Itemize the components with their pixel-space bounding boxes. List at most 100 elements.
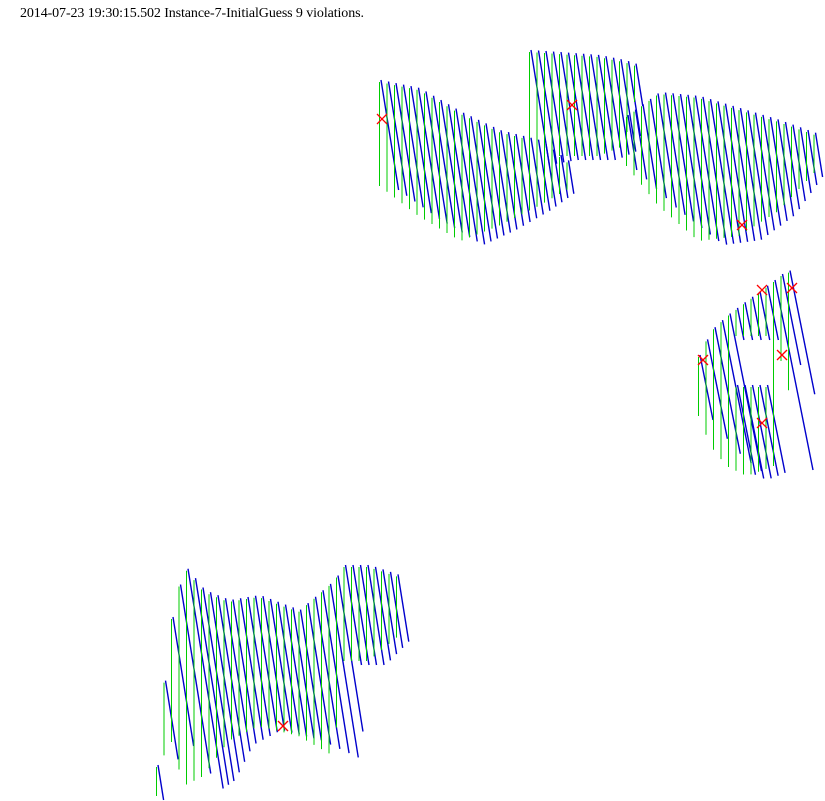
hatch-line-blue [462, 112, 486, 245]
hatch-line-blue [314, 596, 341, 749]
red-x-icon [566, 99, 578, 111]
red-x-icon [697, 354, 709, 366]
hatch-line-blue [751, 296, 762, 341]
hatch-line-blue [739, 108, 763, 240]
hatch-line-blue [387, 81, 408, 196]
hatch-line-blue [432, 95, 456, 229]
hatch-line-blue [789, 270, 816, 395]
hatch-line-blue [477, 119, 499, 239]
cluster-bottom-left [156, 564, 410, 801]
hatch-line-blue [759, 384, 779, 476]
cluster-top-left [379, 79, 575, 245]
hatch-line-blue [560, 154, 569, 199]
hatch-line-blue [642, 104, 658, 189]
violation-markers [277, 99, 798, 732]
hatch-line-blue [395, 82, 416, 202]
red-x-icon [756, 284, 768, 296]
hatch-line-blue [657, 93, 677, 208]
hatch-line-blue [440, 99, 463, 233]
red-x-icon [756, 417, 768, 429]
hatch-line-blue [537, 50, 558, 164]
hatch-line-blue [545, 50, 565, 163]
red-x-stroke [277, 720, 289, 732]
hatch-line-blue [292, 607, 315, 739]
hatch-line-blue [620, 59, 637, 152]
hatch-line-blue [262, 596, 286, 731]
hatch-line-blue [664, 92, 686, 215]
red-x-icon [376, 113, 388, 125]
hatch-line-blue [777, 119, 795, 217]
hatch-line-blue [567, 52, 587, 161]
hatch-line-blue [575, 53, 594, 161]
hatch-line-blue [402, 84, 424, 208]
hatch-line-blue [732, 105, 756, 241]
header-caption: 2014-07-23 19:30:15.502 Instance-7-Initi… [20, 6, 364, 21]
hatch-line-blue [560, 51, 579, 161]
red-x-stroke [376, 113, 388, 125]
hatch-line-blue [202, 587, 235, 782]
hatch-line-blue [515, 133, 531, 223]
cluster-right-crescent [698, 270, 816, 479]
hatch-line-blue [224, 598, 251, 752]
hatch-line-blue [552, 51, 572, 162]
hatch-line-blue [694, 95, 720, 242]
red-x-stroke [776, 349, 788, 361]
hatch-line-blue [417, 87, 441, 219]
hatch-line-blue [784, 121, 801, 210]
hatch-line-blue [492, 126, 512, 233]
hatch-line-blue [781, 273, 802, 366]
hatch-line-blue [374, 566, 392, 661]
hatch-line-blue [254, 595, 279, 733]
hatch-line-blue [239, 598, 264, 740]
hatch-line-blue [530, 49, 551, 166]
hatch-line-blue [769, 117, 788, 222]
hatch-line-blue [721, 320, 752, 464]
red-x-stroke [756, 284, 768, 296]
hatch-line-blue [766, 285, 780, 341]
hatch-line-blue [284, 604, 308, 737]
hatch-line-blue [485, 123, 505, 236]
hatch-line-blue [582, 53, 602, 161]
hatch-line-blue [717, 101, 742, 243]
hatch-line-blue [380, 79, 400, 191]
hatch-line-blue [590, 54, 609, 161]
hatch-line-blue [299, 609, 323, 741]
hatch-line-blue [247, 596, 271, 737]
hatch-line-blue [702, 96, 728, 245]
red-x-icon [736, 219, 748, 231]
red-x-stroke [566, 99, 578, 111]
hatch-line-blue [209, 592, 241, 773]
hatch-line-blue [232, 599, 257, 744]
red-x-stroke [697, 354, 709, 366]
hatch-line-blue [736, 384, 757, 475]
hatch-line-blue [455, 108, 478, 242]
hatch-line-blue [706, 339, 729, 439]
hatch-line-blue [425, 91, 448, 224]
hatch-line-blue [277, 601, 300, 735]
hatch-line-blue [762, 114, 782, 226]
hatch-line-blue [307, 603, 332, 745]
red-x-stroke [786, 282, 798, 294]
red-x-icon [776, 349, 788, 361]
hatch-line-blue [397, 574, 410, 642]
hatch-line-blue [744, 384, 765, 479]
red-x-stroke [756, 417, 768, 429]
hatch-line-blue [627, 114, 638, 171]
hatch-line-blue [507, 132, 525, 226]
hatch-line-blue [751, 384, 772, 479]
hatch-line-blue [672, 93, 695, 222]
hatch-line-blue [807, 129, 818, 186]
red-x-stroke [736, 219, 748, 231]
hatch-line-blue [687, 94, 712, 235]
red-x-icon [277, 720, 289, 732]
hatch-line-blue [759, 291, 771, 341]
hatch-line-blue [269, 598, 293, 733]
hatch-line-blue [157, 764, 165, 801]
hatch-line-blue [522, 135, 538, 219]
hatch-line-blue [410, 86, 432, 214]
hatch-line-blue [754, 112, 776, 231]
hatch-line-blue [329, 583, 359, 758]
hatch-line-blue [709, 99, 735, 244]
hatch-line-blue [172, 616, 195, 747]
